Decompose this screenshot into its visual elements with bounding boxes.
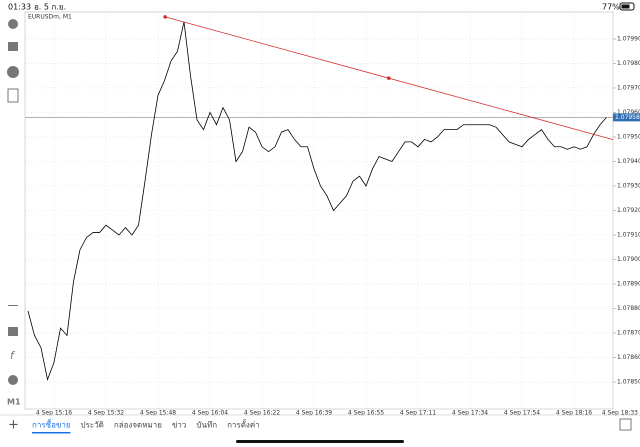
x-tick-label: 4 Sep 16:04: [192, 410, 228, 417]
chat-icon[interactable]: [7, 66, 19, 78]
tab-underline: [32, 432, 71, 434]
y-tick-label: 1.07950: [617, 133, 640, 140]
tab[interactable]: ข่าว: [172, 421, 186, 430]
y-tick-label: 1.07880: [617, 305, 640, 312]
tab[interactable]: การตั้งค่า: [227, 419, 260, 430]
left-toolbar: f: [7, 19, 19, 385]
y-tick-label: 1.07890: [617, 281, 640, 288]
home-indicator: [236, 440, 404, 443]
price-label-box: [613, 113, 640, 122]
battery-level: [621, 4, 630, 9]
trade-icon[interactable]: [8, 42, 18, 51]
tab[interactable]: ประวัติ: [81, 421, 104, 430]
x-tick-label: 4 Sep 17:11: [400, 410, 436, 417]
price-line-series: [27, 21, 607, 382]
trendline-anchor: [163, 15, 167, 19]
y-tick-label: 1.07870: [617, 330, 640, 337]
status-battery: 77%: [602, 3, 620, 12]
tab[interactable]: บันทึก: [196, 421, 217, 430]
y-tick-label: 1.07930: [617, 182, 640, 189]
y-tick-label: 1.07920: [617, 207, 640, 214]
x-tick-label: 4 Sep 15:16: [36, 410, 72, 417]
x-tick-label: 4 Sep 17:34: [452, 410, 488, 417]
x-tick-label: 4 Sep 16:55: [348, 410, 384, 417]
x-tick-label: 4 Sep 16:22: [244, 410, 280, 417]
y-tick-label: 1.07910: [617, 232, 640, 239]
tab[interactable]: กล่องจดหมาย: [114, 421, 162, 430]
y-tick-label: 1.07980: [617, 60, 640, 67]
tabs: การซื้อขาย ประวัติ กล่องจดหมาย ข่าว บันทึก กา…: [32, 419, 260, 434]
y-tick-label: 1.07850: [617, 379, 640, 386]
x-tick-label: 4 Sep 17:54: [504, 410, 540, 417]
status-date: อ. 5 ก.ย.: [34, 3, 66, 12]
timeframe-button[interactable]: M1: [7, 398, 21, 407]
x-tick-label: 4 Sep 15:48: [140, 410, 176, 417]
objects-icon[interactable]: [8, 375, 18, 385]
x-tick-label: 4 Sep 16:39: [296, 410, 332, 417]
chart-type-icon[interactable]: [8, 327, 18, 336]
x-tick-label: 4 Sep 18:16: [556, 410, 592, 417]
trendline-anchor: [386, 76, 391, 80]
chart: 1.07990 1.07980 1.07970 1.07960 1.07950 1.079…: [25, 12, 640, 417]
crosshair-icon[interactable]: [8, 305, 18, 306]
indicator-icon[interactable]: f: [10, 349, 16, 362]
account-icon[interactable]: [8, 19, 18, 29]
add-button[interactable]: +: [8, 418, 19, 433]
battery-icon: [619, 2, 635, 11]
y-tick-label: 1.07940: [617, 158, 640, 165]
y-tick-label: 1.07900: [617, 256, 640, 263]
x-tick-label: 4 Sep 15:32: [88, 410, 124, 417]
symbol-label: EURUSDm, M1: [28, 14, 72, 21]
y-tick-label: 1.07860: [617, 354, 640, 361]
price-label: 1.07958: [615, 114, 640, 121]
tab[interactable]: การซื้อขาย: [32, 419, 71, 430]
status-time: 01:33: [8, 3, 31, 12]
y-tick-label: 1.07960: [617, 109, 640, 116]
tab-bar: + การซื้อขาย ประวัติ กล่องจดหมาย ข่าว บันทึก…: [0, 414, 640, 443]
layout-icon[interactable]: [619, 418, 632, 431]
new-order-icon[interactable]: [7, 88, 19, 103]
x-tick-label: 4 Sep 18:33: [602, 410, 638, 417]
y-tick-label: 1.07990: [617, 35, 640, 42]
y-tick-label: 1.07970: [617, 84, 640, 91]
